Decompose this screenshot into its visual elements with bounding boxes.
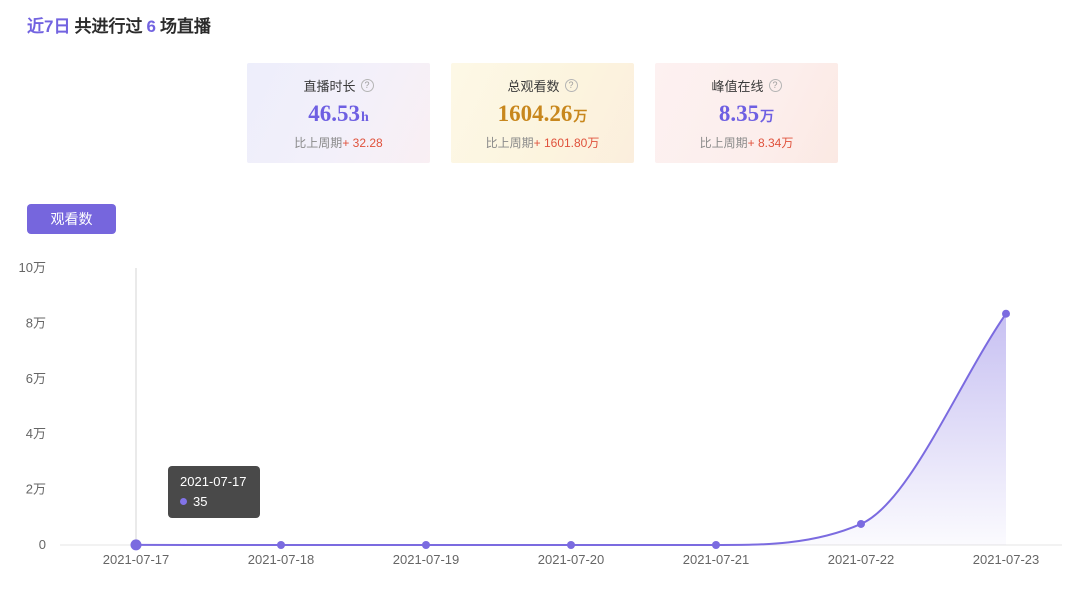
compare-value: + 32.28	[342, 136, 383, 150]
card-title-text: 总观看数	[507, 79, 560, 94]
chart-point[interactable]	[857, 519, 865, 528]
title-text: 共进行过	[74, 17, 143, 36]
x-axis-tick-label: 2021-07-18	[248, 552, 315, 567]
card-value-unit: 万	[573, 110, 588, 125]
chart-line	[135, 313, 1007, 547]
stat-card-live-duration: 直播时长 ? 46.53h 比上周期+ 32.28	[247, 63, 430, 163]
x-axis-tick-label: 2021-07-22	[828, 552, 895, 567]
y-axis-tick-label: 10万	[19, 260, 46, 275]
y-axis-tick-label: 2万	[26, 482, 46, 497]
tooltip-value-row: 35	[180, 494, 248, 509]
x-axis-tick-label: 2021-07-23	[973, 552, 1040, 567]
chart-point[interactable]	[712, 541, 720, 549]
chart-point[interactable]	[567, 541, 575, 549]
stat-card-peak-online: 峰值在线 ? 8.35万 比上周期+ 8.34万	[655, 63, 838, 163]
compare-label: 比上周期	[699, 136, 748, 150]
page-title: 近7日 共进行过 6 场直播	[27, 12, 215, 37]
y-axis-tick-label: 6万	[26, 371, 46, 386]
chart-area-fill	[136, 313, 1006, 545]
card-value: 1604.26万	[451, 101, 634, 127]
stat-cards: 直播时长 ? 46.53h 比上周期+ 32.28 总观看数 ? 1604.26…	[247, 63, 838, 163]
card-title-row: 峰值在线 ?	[655, 76, 838, 95]
card-value-unit: h	[360, 110, 369, 125]
card-value-number: 1604.26	[497, 101, 573, 126]
title-suffix: 场直播	[159, 17, 211, 36]
help-icon[interactable]: ?	[360, 79, 374, 92]
tooltip-value: 35	[193, 494, 208, 509]
chart-point[interactable]	[1002, 309, 1010, 318]
card-title-text: 峰值在线	[711, 79, 764, 94]
card-value-unit: 万	[760, 110, 775, 125]
y-axis-tick-label: 0	[39, 537, 46, 552]
card-value: 46.53h	[247, 101, 430, 127]
chart-tooltip: 2021-07-17 35	[168, 466, 260, 518]
x-axis-tick-label: 2021-07-17	[103, 552, 170, 567]
card-compare: 比上周期+ 1601.80万	[451, 134, 634, 151]
card-compare: 比上周期+ 8.34万	[655, 134, 838, 151]
help-icon[interactable]: ?	[564, 79, 578, 92]
card-value-number: 46.53	[308, 101, 360, 126]
card-value-number: 8.35	[718, 101, 760, 126]
compare-label: 比上周期	[294, 136, 343, 150]
chart-point[interactable]	[422, 541, 430, 549]
period-label: 近7日	[27, 17, 71, 36]
chart-point[interactable]	[130, 539, 142, 551]
chart-point[interactable]	[277, 541, 285, 549]
compare-label: 比上周期	[485, 136, 534, 150]
card-value: 8.35万	[655, 101, 838, 127]
y-axis-tick-label: 4万	[26, 426, 46, 441]
card-title-text: 直播时长	[303, 79, 356, 94]
x-axis-tick-label: 2021-07-20	[538, 552, 605, 567]
compare-value: + 8.34万	[747, 136, 794, 150]
card-title-row: 总观看数 ?	[451, 76, 634, 95]
card-compare: 比上周期+ 32.28	[247, 134, 430, 151]
x-axis-tick-label: 2021-07-21	[683, 552, 750, 567]
tab-views[interactable]: 观看数	[27, 204, 116, 234]
views-chart: 0 2万 4万 6万 8万 10万 2021-07-17 2021-07-18 2021-07-…	[0, 255, 1080, 585]
session-count: 6	[146, 17, 156, 36]
chart-canvas: 0 2万 4万 6万 8万 10万 2021-07-17 2021-07-18 2021-07-…	[19, 260, 1062, 567]
y-axis-tick-label: 8万	[26, 315, 46, 330]
series-dot-icon	[180, 498, 187, 505]
stat-card-total-views: 总观看数 ? 1604.26万 比上周期+ 1601.80万	[451, 63, 634, 163]
x-axis-tick-label: 2021-07-19	[393, 552, 460, 567]
help-icon[interactable]: ?	[768, 79, 782, 92]
compare-value: + 1601.80万	[533, 136, 600, 150]
card-title-row: 直播时长 ?	[247, 76, 430, 95]
tooltip-date: 2021-07-17	[180, 474, 247, 489]
